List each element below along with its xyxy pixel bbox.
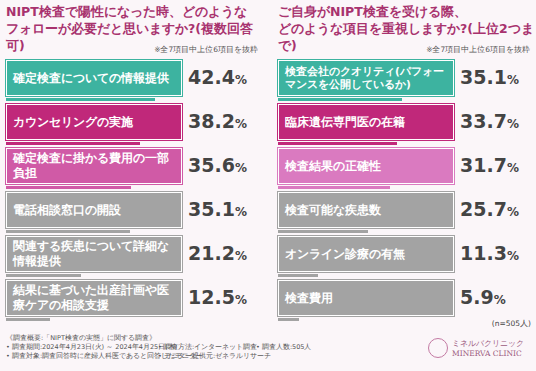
category-label: 結果に基づいた出産計画や医療ケアの相談支援 [13,283,175,313]
value-label: 42.4% [188,66,268,88]
logo-name-en: MINERVA CLINIC [452,349,536,358]
category-label: 確定検査に掛かる費用の一部負担 [13,151,175,181]
bar [278,186,390,189]
category-label: 検査可能な疾患数 [285,203,381,218]
category-label: カウンセリングの実施 [13,115,133,130]
bar [6,98,155,101]
category-box: カウンセリングの実施 [6,104,182,140]
category-box: 検査会社のクオリティ(パフォーマンスを公開しているか) [278,60,454,96]
category-box: 電話相談窓口の開設 [6,192,182,228]
value-label: 25.7% [460,198,536,220]
category-box: 確定検査についての情報提供 [6,60,182,96]
chart-subtitle: ※全7項目中上位6項目を抜粋 [278,45,530,55]
category-box: 結果に基づいた出産計画や医療ケアの相談支援 [6,280,182,316]
category-label: 検査結果の正確性 [285,159,381,174]
value-label: 12.5% [188,286,268,308]
bar [278,274,318,277]
category-box: オンライン診療の有無 [278,236,454,272]
category-box: 臨床遺伝専門医の在籍 [278,104,454,140]
category-box: 検査結果の正確性 [278,148,454,184]
category-label: オンライン診療の有無 [285,247,405,262]
logo-name-ja: ミネルバクリニック [452,338,536,349]
footer-heading: 《調査概要:「NIPT検査の実態」に関する調査》 [6,334,406,343]
value-label: 35.1% [460,66,536,88]
footer-item: • モニター提供元:ゼネラルリサーチ [158,352,271,361]
bar [278,318,299,321]
value-label: 35.6% [188,154,268,176]
category-label: 関連する疾患について詳細な情報提供 [13,239,175,269]
category-label: 検査会社のクオリティ(パフォーマンスを公開しているか) [285,65,447,91]
logo-mark [428,338,448,358]
value-label: 38.2% [188,110,268,132]
value-label: 5.9% [460,286,536,308]
bar [6,318,50,321]
value-label: 35.1% [188,198,268,220]
footer-item: • 調査期間:2024年4月23日(火) ～ 2024年4月25日(木) [6,343,177,352]
sample-size: (n=505人) [420,319,531,329]
bar [6,142,140,145]
bar [6,274,81,277]
category-label: 検査費用 [285,291,333,306]
value-label: 11.3% [460,242,536,264]
footer-item: • 調査方法:インターネット調査 [158,343,257,352]
category-box: 検査費用 [278,280,454,316]
category-box: 確定検査に掛かる費用の一部負担 [6,148,182,184]
bar [6,230,130,233]
value-label: 33.7% [460,110,536,132]
bar [278,98,402,101]
category-box: 検査可能な疾患数 [278,192,454,228]
category-label: 確定検査についての情報提供 [13,71,169,86]
category-box: 関連する疾患について詳細な情報提供 [6,236,182,272]
category-label: 臨床遺伝専門医の在籍 [285,115,405,130]
bar [6,186,131,189]
chart-subtitle: ※全7項目中上位6項目を抜粋 [6,45,258,55]
bar [278,230,368,233]
footer-item: • 調査人数:505人 [256,343,312,352]
value-label: 21.2% [188,242,268,264]
bar [278,142,397,145]
category-label: 電話相談窓口の開設 [13,203,121,218]
value-label: 31.7% [460,154,536,176]
